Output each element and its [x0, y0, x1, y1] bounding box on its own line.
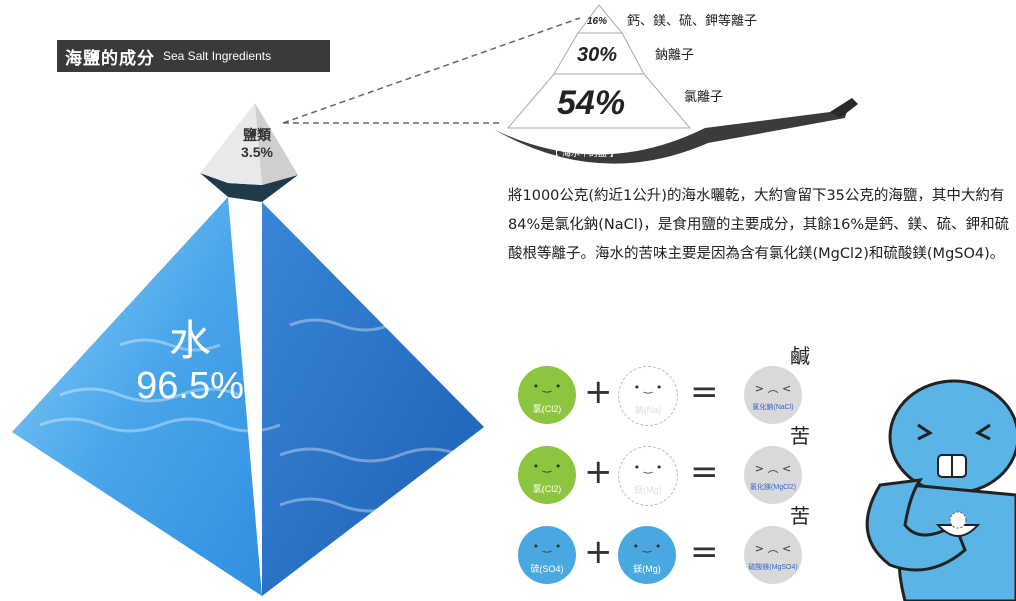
- tier-top-label: 鈣、鎂、硫、鉀等離子: [627, 14, 758, 29]
- face-icon: • ‿ •: [633, 381, 663, 394]
- connector-lines: [282, 17, 581, 124]
- equals-sign: =: [690, 452, 719, 492]
- tier-bottom-label: 氯離子: [684, 90, 724, 105]
- taste-label: 鹹: [790, 344, 810, 368]
- salt-bowl-icon: [935, 524, 981, 537]
- tier-bottom-value: 54%: [557, 84, 626, 122]
- wave-pattern: [39, 318, 461, 513]
- compound-circle-label: 硫酸鎂(MgSO4): [748, 564, 798, 571]
- element-circle-left-label: 氯(Cl2): [532, 404, 562, 414]
- plus-sign: +: [584, 452, 613, 492]
- salt-grains-icon: [949, 511, 967, 529]
- water-face-left: [12, 197, 262, 596]
- compound-circle-label: 氯化鈉(NaCl): [752, 404, 794, 411]
- description-paragraph: 將1000公克(約近1公升)的海水曬乾，大約會留下35公克的海鹽，其中大約有84…: [508, 188, 1010, 262]
- salt-cap-text: 鹽類 3.5%: [222, 128, 292, 160]
- element-circle-left: • ‿ • 氯(Cl2): [518, 366, 576, 424]
- pan-caption: 【 海水中的鹽 】: [550, 149, 619, 159]
- element-circle-right-label: 鈉(Na): [634, 405, 662, 415]
- taste-label: 苦: [790, 424, 810, 448]
- grimacing-character: [865, 379, 1016, 601]
- element-circle-right-label: 鎂(Mg): [633, 564, 661, 574]
- plus-sign: +: [584, 532, 613, 572]
- compound-circle: > ︵ < 氯化鎂(MgCl2): [744, 446, 802, 504]
- compound-circle-label: 氯化鎂(MgCl2): [750, 484, 796, 491]
- element-circle-left: • ‿ • 硫(SO4): [518, 526, 576, 584]
- face-icon: • ‿ •: [532, 460, 562, 473]
- equation-row: • ‿ • 氯(Cl2) + • ‿ • 鈉(Na) = > ︵ < 氯化鈉(NaCl) 鹹: [518, 344, 838, 428]
- taste-label: 苦: [790, 504, 810, 528]
- equals-sign: =: [690, 372, 719, 412]
- face-icon: > ︵ <: [754, 462, 792, 475]
- tier-middle-value: 30%: [577, 44, 618, 66]
- title-banner: 海鹽的成分 Sea Salt Ingredients: [57, 40, 330, 72]
- plus-sign: +: [584, 372, 613, 412]
- element-circle-left-label: 硫(SO4): [530, 564, 564, 574]
- tier-middle-label: 鈉離子: [655, 48, 695, 63]
- salt-percent: 3.5%: [241, 144, 273, 160]
- face-icon: • ‿ •: [633, 461, 663, 474]
- element-circle-right-label: 鎂(Mg): [634, 485, 662, 495]
- water-percent: 96.5%: [136, 365, 244, 407]
- element-circle-left-label: 氯(Cl2): [532, 484, 562, 494]
- title-english: Sea Salt Ingredients: [163, 49, 272, 63]
- element-circle-left: • ‿ • 氯(Cl2): [518, 446, 576, 504]
- connector-top: [282, 17, 581, 124]
- equation-row: • ‿ • 硫(SO4) + • ‿ • 鎂(Mg) = > ︵ < 硫酸鎂(MgSO4) 苦: [518, 504, 838, 588]
- face-icon: • ‿ •: [632, 540, 662, 553]
- water-label: 水: [168, 316, 211, 365]
- equation-list: • ‿ • 氯(Cl2) + • ‿ • 鈉(Na) = > ︵ < 氯化鈉(NaCl) 鹹 • …: [518, 344, 838, 584]
- tier-top-value: 16%: [587, 16, 608, 27]
- equation-row: • ‿ • 氯(Cl2) + • ‿ • 鎂(Mg) = > ︵ < 氯化鎂(MgCl2) 苦: [518, 424, 838, 508]
- salt-pan: [495, 100, 850, 164]
- face-icon: • ‿ •: [532, 380, 562, 393]
- squint-eye-left-icon: [917, 423, 933, 441]
- face-icon: > ︵ <: [754, 542, 792, 555]
- face-icon: • ‿ •: [532, 540, 562, 553]
- pan-handle-tip: [830, 98, 858, 118]
- salt-water-band: [200, 173, 298, 202]
- salt-composition-pyramid: [495, 4, 858, 164]
- water-text: 水 96.5%: [100, 318, 280, 408]
- compound-circle: > ︵ < 硫酸鎂(MgSO4): [744, 526, 802, 584]
- title-chinese: 海鹽的成分: [65, 48, 155, 69]
- element-circle-right: • ‿ • 鎂(Mg): [618, 526, 676, 584]
- salt-tier-bottom: [506, 73, 692, 129]
- element-circle-right: • ‿ • 鎂(Mg): [618, 446, 678, 506]
- squint-eye-right-icon: [975, 423, 991, 441]
- water-face-right: [262, 202, 484, 596]
- salt-cap-right: [255, 103, 298, 185]
- equals-sign: =: [690, 532, 719, 572]
- character-arm: [865, 478, 967, 572]
- water-salt-pyramid: [12, 103, 484, 596]
- compound-circle: > ︵ < 氯化鈉(NaCl): [744, 366, 802, 424]
- salt-cap-left: [200, 103, 262, 185]
- salt-label: 鹽類: [243, 128, 271, 144]
- face-icon: > ︵ <: [754, 382, 792, 395]
- element-circle-right: • ‿ • 鈉(Na): [618, 366, 678, 426]
